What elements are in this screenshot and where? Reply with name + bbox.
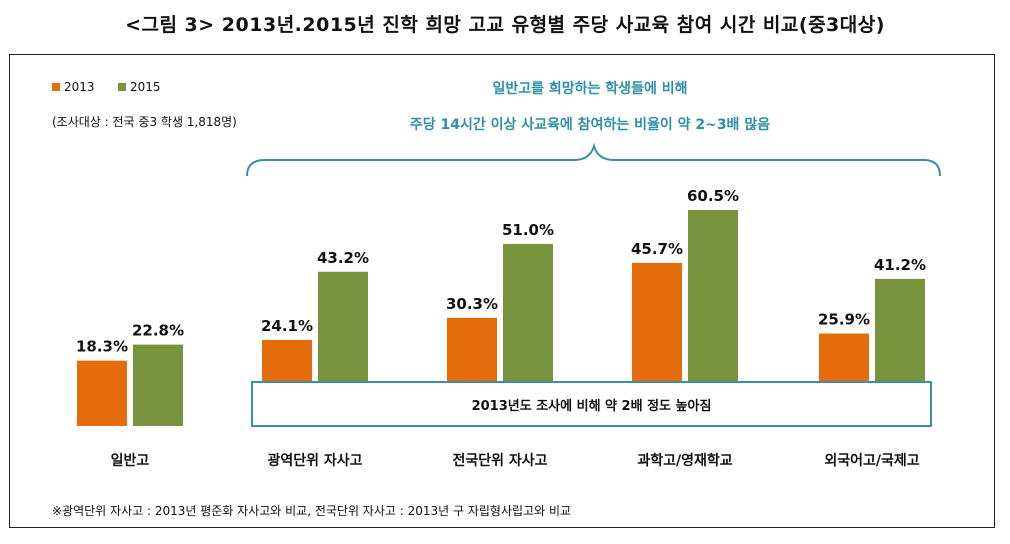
bar-2015-0	[133, 344, 183, 426]
callout-line-1: 일반고를 희망하는 학생들에 비해	[492, 81, 688, 97]
data-label-2015-1: 43.2%	[317, 249, 369, 267]
data-label-2015-3: 60.5%	[687, 187, 739, 205]
chart-frame	[9, 54, 995, 528]
data-label-2013-0: 18.3%	[76, 338, 128, 356]
figure-title: <그림 3> 2013년.2015년 진학 희망 고교 유형별 주당 사교육 참…	[125, 14, 885, 36]
legend-swatch-2015	[118, 83, 126, 91]
legend-label-2015: 2015	[130, 80, 161, 94]
footnote: ※광역단위 자사고 : 2013년 평준화 자사고와 비교, 전국단위 자사고 …	[52, 504, 572, 518]
legend-swatch-2013	[52, 83, 60, 91]
bar-2013-0	[77, 360, 127, 426]
legend-item-2015: 2015	[118, 80, 161, 94]
category-label-4: 외국어고/국제고	[824, 452, 919, 469]
data-label-2015-0: 22.8%	[132, 322, 184, 340]
comparison-note-box: 2013년도 조사에 비해 약 2배 정도 높아짐	[251, 381, 932, 427]
data-label-2013-1: 24.1%	[261, 317, 313, 335]
callout-bracket	[246, 142, 941, 177]
category-label-0: 일반고	[111, 452, 150, 469]
data-label-2013-4: 25.9%	[818, 311, 870, 329]
comparison-note-text: 2013년도 조사에 비해 약 2배 정도 높아짐	[471, 398, 712, 414]
data-label-2013-3: 45.7%	[631, 240, 683, 258]
legend-item-2013: 2013	[52, 80, 95, 94]
category-label-3: 과학고/영재학교	[637, 452, 732, 469]
data-label-2015-4: 41.2%	[874, 256, 926, 274]
data-label-2015-2: 51.0%	[502, 221, 554, 239]
legend-label-2013: 2013	[64, 80, 95, 94]
data-label-2013-2: 30.3%	[446, 295, 498, 313]
survey-subject-note: (조사대상 : 전국 중3 학생 1,818명)	[52, 115, 237, 129]
category-label-1: 광역단위 자사고	[267, 452, 362, 469]
category-label-2: 전국단위 자사고	[452, 452, 547, 469]
callout-line-2: 주당 14시간 이상 사교육에 참여하는 비율이 약 2~3배 많음	[409, 117, 771, 133]
